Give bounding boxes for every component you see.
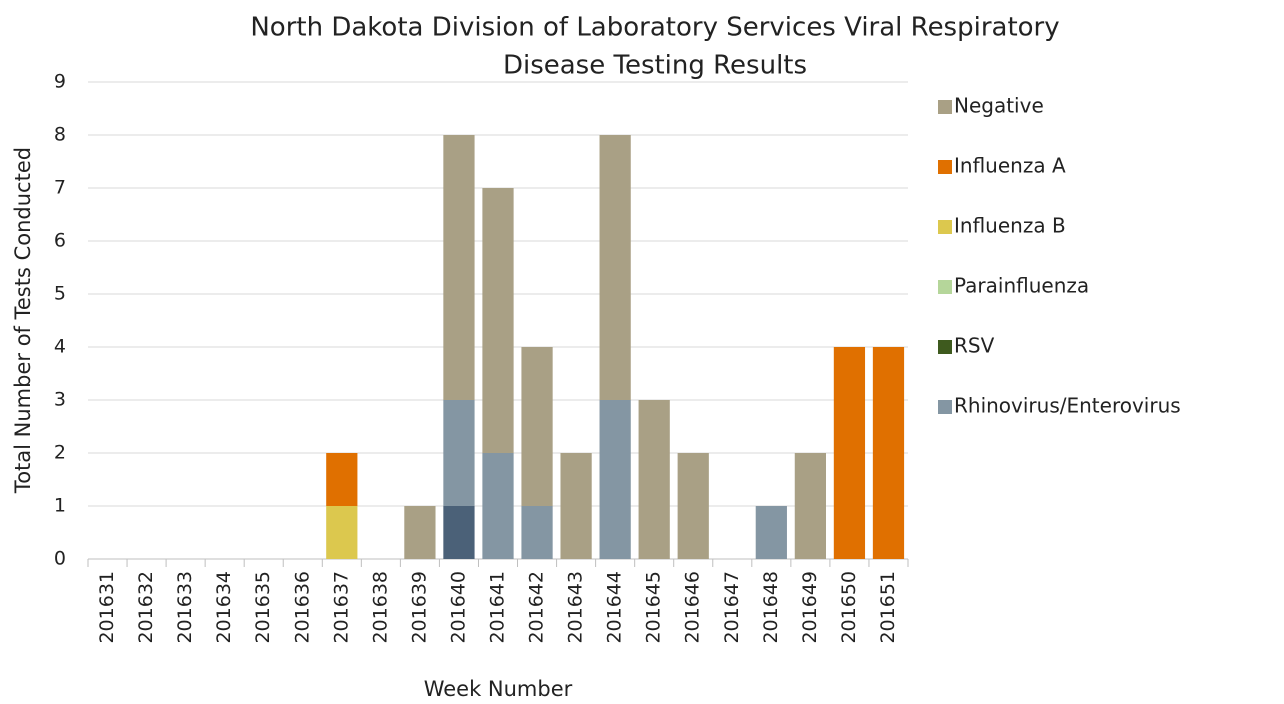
- legend-label: Influenza A: [954, 154, 1066, 178]
- bar-segment: [326, 453, 358, 506]
- x-tick-label: 201641: [487, 571, 509, 644]
- y-tick-label: 1: [54, 495, 66, 517]
- x-tick-label: 201648: [760, 571, 782, 644]
- bar-segment: [794, 453, 826, 559]
- bar-segment: [599, 400, 631, 559]
- x-tick-label: 201650: [838, 571, 860, 644]
- bar-segment: [326, 506, 358, 559]
- x-tick-label: 201632: [135, 571, 157, 644]
- y-tick-label: 4: [54, 336, 66, 358]
- bar-segment: [560, 453, 592, 559]
- bar-segment: [599, 135, 631, 400]
- legend-swatch: [938, 220, 952, 234]
- x-tick-label: 201651: [877, 571, 899, 644]
- x-tick-label: 201633: [174, 571, 196, 644]
- bar-segment: [521, 506, 553, 559]
- x-tick-label: 201639: [408, 571, 430, 644]
- y-axis-title: Total Number of Tests Conducted: [11, 147, 35, 494]
- bar-segment: [482, 188, 514, 453]
- bar-segment: [443, 506, 475, 559]
- y-tick-label: 6: [54, 230, 66, 252]
- legend-label: Influenza B: [954, 214, 1066, 238]
- x-tick-label: 201634: [213, 571, 235, 644]
- x-tick-label: 201635: [252, 571, 274, 644]
- x-tick-label: 201631: [96, 571, 118, 644]
- bar-segment: [443, 400, 475, 506]
- legend-swatch: [938, 160, 952, 174]
- x-tick-label: 201642: [526, 571, 548, 644]
- chart-title: North Dakota Division of Laboratory Serv…: [250, 13, 1059, 43]
- legend-label: Rhinovirus/Enterovirus: [954, 394, 1181, 418]
- legend-swatch: [938, 340, 952, 354]
- x-tick-label: 201637: [330, 571, 352, 644]
- x-tick-label: 201638: [369, 571, 391, 644]
- y-tick-label: 9: [54, 71, 66, 93]
- y-tick-label: 0: [54, 548, 66, 570]
- y-tick-label: 2: [54, 442, 66, 464]
- x-tick-label: 201647: [721, 571, 743, 644]
- x-tick-label: 201644: [604, 571, 626, 644]
- bar-segment: [872, 347, 905, 559]
- y-tick-label: 3: [54, 389, 66, 411]
- chart-title: Disease Testing Results: [503, 51, 807, 81]
- legend-swatch: [938, 280, 952, 294]
- legend-swatch: [938, 400, 952, 414]
- x-tick-label: 201646: [682, 571, 704, 644]
- bar-segment: [833, 347, 866, 559]
- x-tick-label: 201645: [643, 571, 665, 644]
- legend-label: Negative: [954, 94, 1044, 118]
- bar-segment: [404, 506, 436, 559]
- x-axis-title: Week Number: [424, 677, 573, 701]
- bar-segment: [677, 453, 709, 559]
- legend-swatch: [938, 100, 952, 114]
- x-tick-label: 201649: [799, 571, 821, 644]
- y-tick-label: 7: [54, 177, 66, 199]
- bar-segment: [638, 400, 670, 559]
- bar-segment: [755, 506, 787, 559]
- y-tick-label: 5: [54, 283, 66, 305]
- legend-label: Parainfluenza: [954, 274, 1089, 298]
- x-tick-label: 201643: [565, 571, 587, 644]
- bar-segment: [443, 135, 475, 400]
- y-tick-label: 8: [54, 124, 66, 146]
- bar-segment: [521, 347, 553, 506]
- x-tick-label: 201640: [447, 571, 469, 644]
- x-tick-label: 201636: [291, 571, 313, 644]
- bar-segment: [482, 453, 514, 559]
- legend-label: RSV: [954, 334, 995, 358]
